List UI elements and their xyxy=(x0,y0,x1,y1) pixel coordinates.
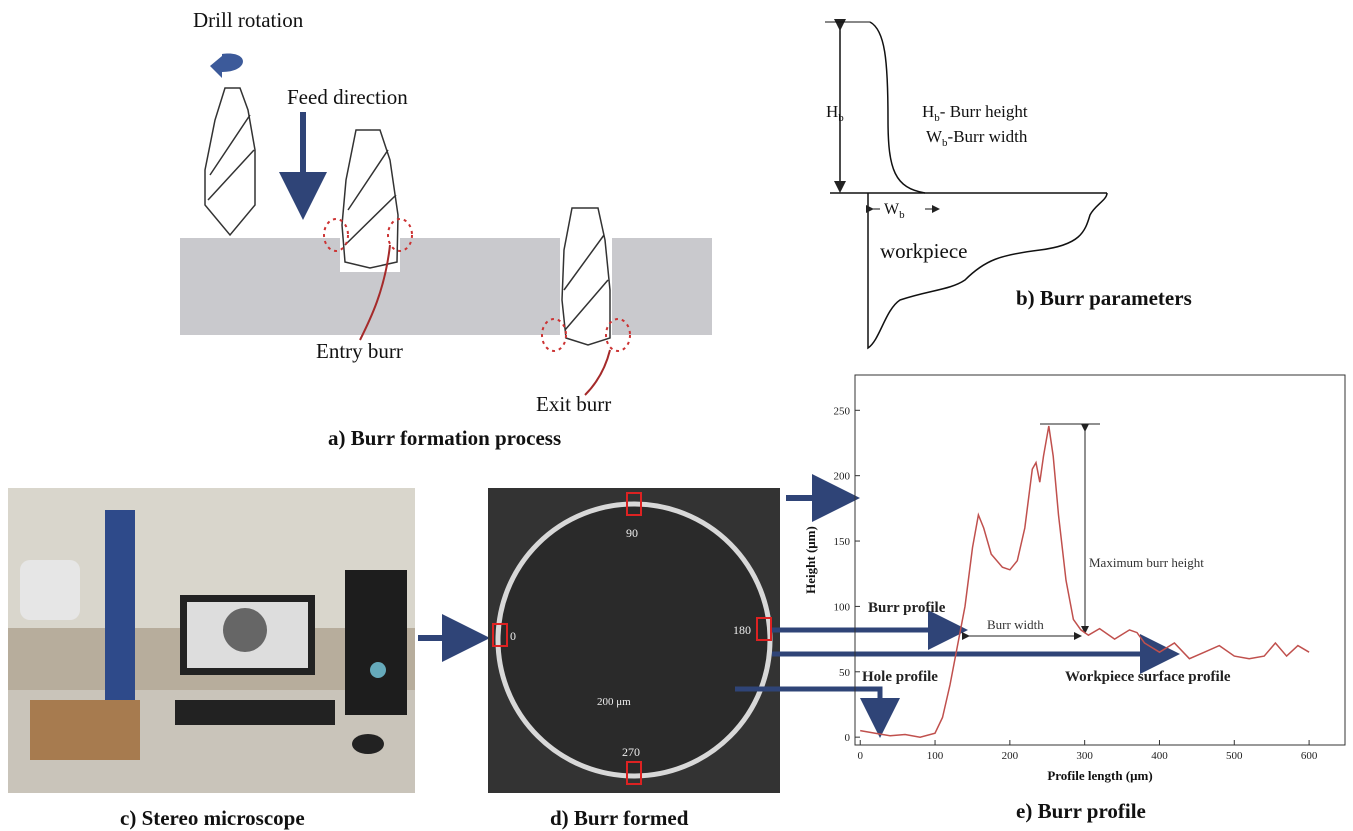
x-tick-label: 300 xyxy=(1076,750,1093,762)
microscope-stand xyxy=(105,510,135,710)
mouse xyxy=(352,734,384,754)
label: Feed direction xyxy=(287,85,408,109)
label: Entry burr xyxy=(316,339,403,363)
microscope-head xyxy=(20,560,80,620)
x-tick-label: 400 xyxy=(1151,750,1168,762)
label: Exit burr xyxy=(536,392,611,416)
label-rest: - Burr height xyxy=(940,102,1028,121)
label-main: W xyxy=(926,127,943,146)
annotation: Workpiece surface profile xyxy=(1065,669,1231,685)
x-tick-label: 100 xyxy=(927,750,944,762)
power-light xyxy=(370,662,386,678)
exit-pointer xyxy=(585,350,610,395)
label-sub: b xyxy=(838,112,844,124)
y-tick-label: 0 xyxy=(845,732,851,744)
label: workpiece xyxy=(880,239,967,263)
label-main: H xyxy=(922,102,934,121)
label-main: W xyxy=(884,201,900,218)
keyboard xyxy=(175,700,335,725)
x-tick-label: 0 xyxy=(857,750,863,762)
annotation: Maximum burr height xyxy=(1089,555,1204,570)
label: Wb xyxy=(884,201,905,221)
annotation: Burr profile xyxy=(868,600,946,616)
figure: Drill rotation Feed direction Entry burr… xyxy=(0,0,1353,831)
workpiece-block xyxy=(612,238,712,335)
angle-label: 270 xyxy=(622,745,640,759)
drill xyxy=(562,208,610,345)
caption: e) Burr profile xyxy=(1016,799,1146,823)
legend: Hb- Burr height xyxy=(922,102,1028,124)
annotation: Hole profile xyxy=(862,669,938,685)
computer-tower xyxy=(345,570,407,715)
x-tick-label: 200 xyxy=(1002,750,1019,762)
microscope-base xyxy=(30,700,140,760)
panel-b: Hb Hb- Burr height Wb-Burr width Wb work… xyxy=(825,22,1192,348)
label-rest: -Burr width xyxy=(948,127,1028,146)
panel-a: Drill rotation Feed direction Entry burr… xyxy=(180,8,712,450)
caption: a) Burr formation process xyxy=(328,426,561,450)
monitor-image xyxy=(223,608,267,652)
y-tick-label: 150 xyxy=(834,536,851,548)
x-tick-label: 600 xyxy=(1301,750,1318,762)
caption: b) Burr parameters xyxy=(1016,286,1192,310)
panel-e: e) Burr profile Profile length (μm) Heig… xyxy=(803,375,1345,823)
label: Hb xyxy=(826,102,844,124)
label-main: H xyxy=(826,102,838,121)
annotation: Burr width xyxy=(987,617,1044,632)
y-tick-label: 50 xyxy=(839,667,851,679)
caption: d) Burr formed xyxy=(550,806,689,830)
y-tick-label: 200 xyxy=(834,471,851,483)
label-sub: b xyxy=(899,209,905,221)
x-axis-label: Profile length (μm) xyxy=(1047,768,1152,783)
rotation-arrow xyxy=(210,54,243,78)
x-tick-label: 500 xyxy=(1226,750,1243,762)
drill xyxy=(205,88,255,235)
caption: c) Stereo microscope xyxy=(120,806,305,830)
panel-d: 90 0 180 270 200 μm d) Burr formed xyxy=(488,488,780,830)
y-tick-label: 250 xyxy=(834,405,851,417)
legend: Wb-Burr width xyxy=(926,127,1028,149)
y-axis-label: Height (μm) xyxy=(803,526,818,594)
y-tick-label: 100 xyxy=(834,601,851,613)
panel-c: c) Stereo microscope xyxy=(8,488,415,830)
angle-label: 0 xyxy=(510,629,516,643)
scale-label: 200 μm xyxy=(597,696,631,708)
label: Drill rotation xyxy=(193,8,304,32)
burr-outline xyxy=(870,22,925,193)
angle-label: 90 xyxy=(626,526,638,540)
hole-edge xyxy=(498,504,770,776)
angle-label: 180 xyxy=(733,623,751,637)
